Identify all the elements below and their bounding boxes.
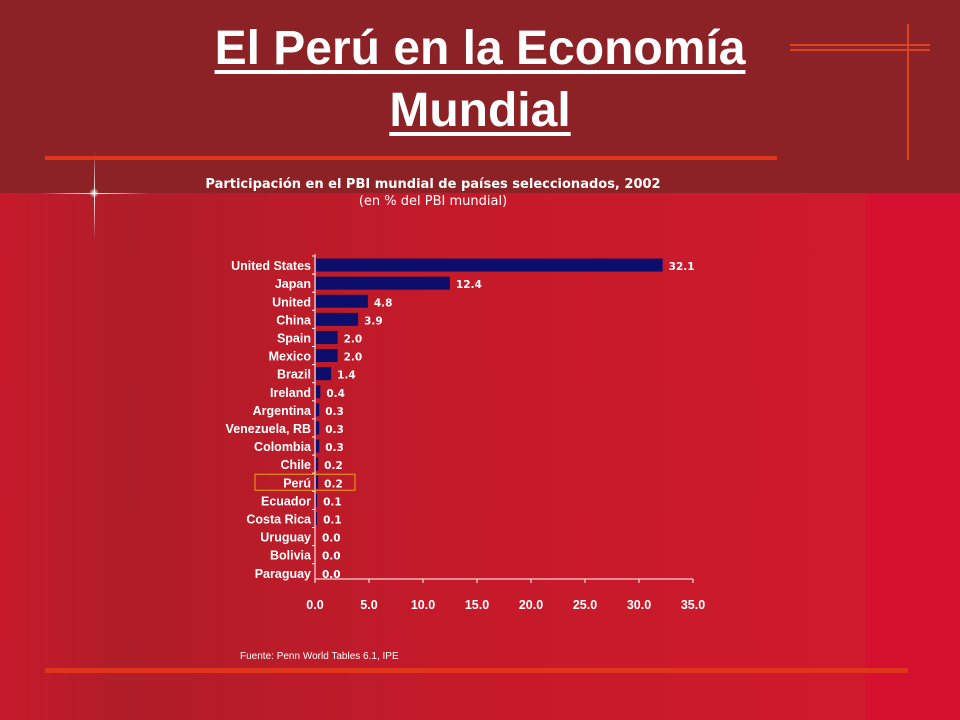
data-label: 3.9 bbox=[364, 315, 383, 327]
category-label: Paraguay bbox=[255, 567, 311, 581]
bar bbox=[316, 511, 318, 525]
data-label: 2.0 bbox=[344, 333, 363, 345]
bar bbox=[316, 439, 320, 453]
category-label: Perú bbox=[283, 476, 311, 490]
bar bbox=[316, 294, 368, 308]
source-note: Fuente: Penn World Tables 6.1, IPE bbox=[240, 651, 399, 662]
background-panel bbox=[0, 193, 960, 720]
category-label: Ecuador bbox=[261, 494, 311, 508]
bar bbox=[316, 403, 320, 417]
data-label: 0.0 bbox=[322, 533, 341, 545]
background-left-band bbox=[0, 193, 120, 720]
x-tick-label: 10.0 bbox=[411, 598, 435, 612]
background-right-band bbox=[865, 193, 960, 720]
x-tick-label: 0.0 bbox=[306, 598, 323, 612]
category-label: China bbox=[276, 313, 312, 327]
bar bbox=[316, 349, 338, 363]
data-label: 4.8 bbox=[374, 297, 393, 309]
x-tick-label: 5.0 bbox=[360, 598, 377, 612]
bar bbox=[316, 330, 338, 344]
decorative-line bbox=[790, 44, 930, 46]
data-label: 0.0 bbox=[322, 551, 341, 563]
category-label: Argentina bbox=[253, 404, 312, 418]
category-label: United bbox=[272, 295, 311, 309]
category-label: Ireland bbox=[270, 386, 311, 400]
footer-divider bbox=[45, 668, 908, 673]
decorative-line bbox=[907, 24, 909, 160]
category-label: Mexico bbox=[269, 350, 312, 364]
category-label: Uruguay bbox=[260, 531, 311, 545]
data-label: 12.4 bbox=[456, 279, 482, 291]
slide-title-line-1: El Perú en la Economía bbox=[214, 22, 746, 75]
data-label: 0.1 bbox=[323, 514, 342, 526]
category-label: Costa Rica bbox=[246, 512, 312, 526]
data-label: 0.0 bbox=[322, 569, 341, 581]
title-divider bbox=[45, 156, 777, 160]
x-tick-label: 35.0 bbox=[681, 598, 705, 612]
data-label: 32.1 bbox=[669, 261, 695, 273]
chart-title-text: Participación en el PBI mundial de paíse… bbox=[205, 177, 661, 192]
bar bbox=[316, 258, 663, 272]
category-label: Chile bbox=[280, 458, 311, 472]
category-label: Spain bbox=[277, 331, 311, 345]
x-tick-label: 15.0 bbox=[465, 598, 489, 612]
bar bbox=[316, 493, 318, 507]
category-label: Brazil bbox=[277, 368, 311, 382]
x-tick-label: 20.0 bbox=[519, 598, 543, 612]
bar bbox=[316, 367, 332, 381]
category-label: Japan bbox=[275, 277, 311, 291]
decorative-line bbox=[790, 49, 930, 51]
data-label: 0.3 bbox=[325, 442, 344, 454]
data-label: 0.4 bbox=[326, 388, 345, 400]
data-label: 0.3 bbox=[325, 406, 344, 418]
x-tick-label: 25.0 bbox=[573, 598, 597, 612]
bar bbox=[316, 475, 319, 489]
bar bbox=[316, 385, 321, 399]
category-label: United States bbox=[231, 259, 311, 273]
bar bbox=[316, 457, 319, 471]
slide-title-line-2: Mundial bbox=[389, 84, 571, 137]
category-label: Venezuela, RB bbox=[226, 422, 311, 436]
highlight-box bbox=[254, 473, 356, 491]
data-label: 2.0 bbox=[344, 352, 363, 364]
data-label: 0.1 bbox=[323, 496, 342, 508]
data-label: 1.4 bbox=[337, 370, 356, 382]
x-tick-label: 30.0 bbox=[627, 598, 651, 612]
data-label: 0.2 bbox=[324, 478, 343, 490]
data-label: 0.2 bbox=[324, 460, 343, 472]
slide-title: El Perú en la Economía Mundial bbox=[120, 18, 840, 142]
data-label: 0.3 bbox=[325, 424, 344, 436]
category-label: Colombia bbox=[254, 440, 312, 454]
sparkle-decoration bbox=[89, 188, 99, 198]
bar bbox=[316, 421, 320, 435]
chart-title: Participación en el PBI mundial de paíse… bbox=[200, 176, 666, 210]
category-label: Bolivia bbox=[270, 549, 312, 563]
bar bbox=[316, 312, 359, 326]
bar bbox=[316, 276, 450, 290]
chart-subtitle: (en % del PBI mundial) bbox=[358, 194, 508, 209]
